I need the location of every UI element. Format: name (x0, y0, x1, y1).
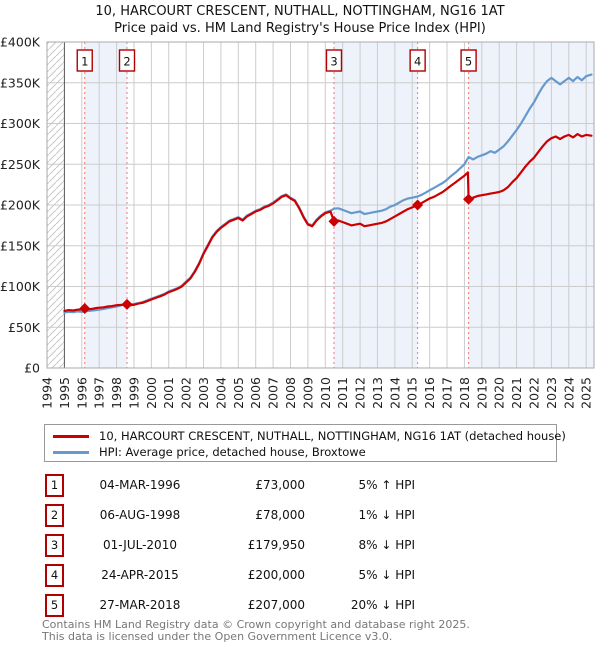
x-axis-tick-label: 1998 (109, 377, 124, 409)
sale-point-diamond (121, 298, 133, 310)
x-axis-tick-label: 2024 (561, 377, 576, 409)
x-axis-tick-label: 2018 (457, 377, 472, 409)
price-chart: £0 £50K £100K £150K £200K £250K £300K £350K £400… (0, 35, 600, 420)
x-axis-tick-label: 2011 (335, 377, 350, 409)
sale-number-badge: 2 (45, 503, 64, 527)
license-footer: Contains HM Land Registry data © Crown c… (42, 619, 582, 642)
price-chart-svg: £0 £50K £100K £150K £200K £250K £300K £350K £400… (0, 35, 595, 409)
y-axis-tick-label: £150K (0, 238, 41, 253)
legend-label-hpi: HPI: Average price, detached house, Brox… (99, 445, 366, 459)
property-line-swatch (53, 434, 89, 438)
x-axis-tick-label: 1994 (40, 377, 55, 409)
sale-vs-hpi: 8% ↓ HPI (358, 538, 415, 552)
x-axis-tick-label: 1995 (57, 377, 72, 409)
x-axis-tick-label: 2016 (422, 377, 437, 409)
x-axis-tick-label: 2010 (318, 377, 333, 409)
sale-number-box (118, 49, 136, 72)
sale-point-diamond (463, 193, 475, 205)
x-axis-tick-label: 2000 (144, 377, 159, 409)
sale-number-label: 2 (123, 55, 130, 69)
sale-vs-hpi: 5% ↓ HPI (358, 568, 415, 582)
sale-date: 06-AUG-1998 (99, 508, 181, 522)
sale-number-box (325, 49, 343, 72)
sale-number-label: 1 (81, 55, 88, 69)
sale-number-badge: 1 (45, 473, 64, 497)
table-row: 5 27-MAR-2018 £207,000 20% ↓ HPI (45, 590, 415, 620)
table-row: 1 04-MAR-1996 £73,000 5% ↑ HPI (45, 470, 415, 500)
x-axis-tick-label: 2012 (353, 377, 368, 409)
sale-number-box (460, 49, 477, 72)
sale-price: £179,950 (247, 538, 305, 552)
sale-price: £78,000 (255, 508, 305, 522)
x-axis-tick-label: 2019 (474, 377, 489, 409)
property-price-line (63, 132, 593, 312)
table-row: 4 24-APR-2015 £200,000 5% ↓ HPI (45, 560, 415, 590)
x-axis-tick-label: 2004 (213, 377, 228, 409)
sale-price: £207,000 (247, 598, 305, 612)
y-axis-tick-label: £350K (0, 75, 41, 90)
y-axis-tick-label: £300K (0, 116, 41, 131)
sale-number-box (76, 49, 93, 72)
y-axis-tick-label: £200K (0, 198, 41, 213)
x-axis-tick-label: 1999 (126, 377, 141, 409)
footer-line-1: Contains HM Land Registry data © Crown c… (42, 618, 470, 631)
x-axis-tick-label: 2015 (405, 377, 420, 409)
sale-number-label: 4 (414, 55, 421, 69)
x-axis-tick-label: 2020 (492, 377, 507, 409)
page-subtitle: Price paid vs. HM Land Registry's House … (114, 21, 486, 36)
y-axis-tick-label: £400K (0, 35, 41, 50)
x-axis-tick-label: 2014 (387, 377, 402, 409)
sale-price: £200,000 (247, 568, 305, 582)
chart-legend: 10, HARCOURT CRESCENT, NUTHALL, NOTTINGH… (44, 424, 566, 462)
x-axis-tick-label: 2009 (300, 377, 315, 409)
footer-line-2: This data is licensed under the Open Gov… (42, 629, 393, 643)
x-axis-tick-label: 2006 (248, 377, 263, 409)
y-axis-tick-label: £50K (8, 320, 41, 335)
hpi-line-swatch (53, 450, 89, 454)
sales-table: 1 04-MAR-1996 £73,000 5% ↑ HPI 2 06-AUG-… (45, 470, 415, 620)
x-axis-tick-label: 2005 (231, 377, 246, 409)
sale-number-badge: 5 (45, 593, 64, 617)
x-axis-tick-label: 2003 (196, 377, 211, 409)
sale-number-badge: 3 (45, 533, 64, 557)
sale-point-diamond (412, 199, 424, 211)
x-axis-tick-label: 2022 (526, 377, 541, 409)
sale-point-diamond (79, 303, 91, 315)
x-axis-tick-label: 2023 (544, 377, 559, 409)
x-axis-tick-label: 2002 (179, 377, 194, 409)
sale-date: 24-APR-2015 (101, 568, 179, 582)
legend-label-property: 10, HARCOURT CRESCENT, NUTHALL, NOTTINGH… (99, 429, 566, 443)
x-axis-tick-label: 2001 (161, 377, 176, 409)
sale-price: £73,000 (255, 478, 305, 492)
sale-vs-hpi: 1% ↓ HPI (358, 508, 415, 522)
sale-point-diamond (328, 215, 340, 227)
x-axis-tick-label: 1996 (74, 377, 89, 409)
x-axis-tick-label: 2007 (266, 377, 281, 409)
x-axis-tick-label: 2017 (440, 377, 455, 409)
sale-number-label: 5 (465, 55, 472, 69)
sale-vs-hpi: 20% ↓ HPI (350, 598, 415, 612)
table-row: 3 01-JUL-2010 £179,950 8% ↓ HPI (45, 530, 415, 560)
page-title: 10, HARCOURT CRESCENT, NUTHALL, NOTTINGH… (95, 4, 505, 19)
sale-vs-hpi: 5% ↑ HPI (358, 478, 415, 492)
sale-number-box (409, 49, 426, 72)
legend-item-property: 10, HARCOURT CRESCENT, NUTHALL, NOTTINGH… (53, 428, 566, 444)
sale-number-label: 3 (330, 55, 337, 69)
legend-item-hpi: HPI: Average price, detached house, Brox… (53, 444, 548, 460)
y-axis-tick-label: £250K (0, 157, 41, 172)
x-axis-tick-label: 2008 (283, 377, 298, 409)
table-row: 2 06-AUG-1998 £78,000 1% ↓ HPI (45, 500, 415, 530)
sale-date: 04-MAR-1996 (99, 478, 181, 492)
sale-date: 27-MAR-2018 (99, 598, 181, 612)
x-axis-tick-label: 1997 (92, 377, 107, 409)
sale-date: 01-JUL-2010 (103, 538, 177, 552)
sale-number-badge: 4 (45, 563, 64, 587)
y-axis-tick-label: £100K (0, 279, 41, 294)
y-axis-tick-label: £0 (24, 361, 40, 376)
x-axis-tick-label: 2013 (370, 377, 385, 409)
x-axis-tick-label: 2025 (579, 377, 594, 409)
x-axis-tick-label: 2021 (509, 377, 524, 409)
